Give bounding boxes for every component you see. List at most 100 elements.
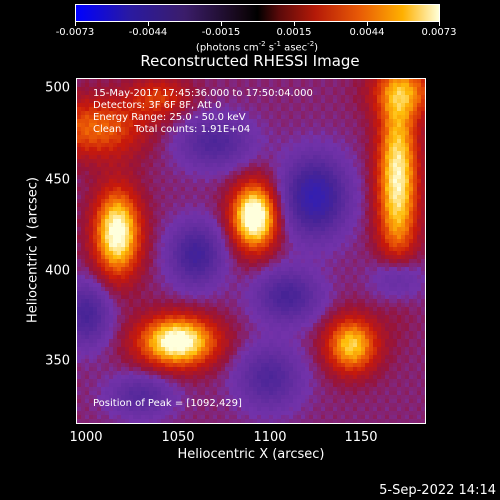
heatmap-cell (389, 183, 393, 187)
heatmap-cell (417, 107, 421, 111)
heatmap-cell (137, 151, 141, 155)
heatmap-cell (233, 123, 237, 127)
heatmap-cell (301, 123, 305, 127)
heatmap-cell (273, 155, 277, 159)
heatmap-cell (257, 283, 261, 287)
heatmap-cell (393, 223, 397, 227)
heatmap-cell (421, 99, 425, 103)
heatmap-cell (193, 199, 197, 203)
heatmap-cell (377, 179, 381, 183)
heatmap-cell (197, 183, 201, 187)
heatmap-cell (361, 87, 365, 91)
heatmap-cell (409, 187, 413, 191)
heatmap-cell (321, 191, 325, 195)
heatmap-cell (125, 159, 129, 163)
heatmap-cell (253, 291, 257, 295)
heatmap-cell (125, 155, 129, 159)
heatmap-cell (381, 159, 385, 163)
heatmap-cell (213, 103, 217, 107)
heatmap-cell (353, 239, 357, 243)
heatmap-cell (185, 303, 189, 307)
heatmap-cell (117, 255, 121, 259)
heatmap-cell (157, 207, 161, 211)
heatmap-cell (297, 155, 301, 159)
heatmap-cell (77, 167, 81, 171)
heatmap-cell (177, 139, 181, 143)
heatmap-cell (373, 219, 377, 223)
heatmap-cell (249, 211, 253, 215)
heatmap-cell (129, 155, 133, 159)
heatmap-cell (253, 127, 257, 131)
heatmap-cell (233, 163, 237, 167)
heatmap-cell (145, 95, 149, 99)
colorbar-tick (367, 22, 368, 26)
heatmap-cell (93, 235, 97, 239)
heatmap-cell (129, 307, 133, 311)
heatmap-cell (373, 195, 377, 199)
heatmap-cell (105, 203, 109, 207)
heatmap-cell (245, 143, 249, 147)
heatmap-cell (101, 275, 105, 279)
heatmap-cell (289, 283, 293, 287)
heatmap-cell (357, 151, 361, 155)
heatmap-cell (269, 103, 273, 107)
heatmap-cell (285, 259, 289, 263)
heatmap-cell (317, 159, 321, 163)
heatmap-cell (349, 99, 353, 103)
heatmap-cell (169, 171, 173, 175)
heatmap-cell (301, 179, 305, 183)
heatmap-cell (133, 295, 137, 299)
heatmap-cell (269, 91, 273, 95)
heatmap-cell (261, 207, 265, 211)
heatmap-cell (161, 279, 165, 283)
heatmap-cell (221, 235, 225, 239)
heatmap-cell (89, 171, 93, 175)
heatmap-cell (177, 83, 181, 87)
heatmap-cell (337, 131, 341, 135)
heatmap-cell (253, 275, 257, 279)
heatmap-cell (321, 187, 325, 191)
heatmap-cell (357, 171, 361, 175)
heatmap-cell (401, 271, 405, 275)
heatmap-cell (233, 135, 237, 139)
heatmap-cell (365, 143, 369, 147)
heatmap-cell (201, 195, 205, 199)
heatmap-cell (297, 247, 301, 251)
heatmap-cell (301, 215, 305, 219)
heatmap-cell (349, 291, 353, 295)
heatmap-cell (285, 139, 289, 143)
heatmap-cell (265, 239, 269, 243)
heatmap-cell (109, 247, 113, 251)
heatmap-cell (149, 151, 153, 155)
heatmap-cell (221, 295, 225, 299)
heatmap-cell (301, 231, 305, 235)
heatmap-cell (125, 147, 129, 151)
heatmap-cell (277, 103, 281, 107)
heatmap-cell (125, 175, 129, 179)
heatmap-cell (273, 291, 277, 295)
heatmap-cell (169, 271, 173, 275)
heatmap-cell (405, 155, 409, 159)
heatmap-cell (213, 267, 217, 271)
heatmap-cell (205, 271, 209, 275)
colorbar-tick-label: 0.0015 (276, 27, 312, 38)
heatmap-cell (153, 279, 157, 283)
heatmap-cell (213, 223, 217, 227)
heatmap-cell (369, 195, 373, 199)
heatmap-cell (333, 207, 337, 211)
heatmap-cell (349, 227, 353, 231)
heatmap-cell (81, 267, 85, 271)
heatmap-cell (197, 279, 201, 283)
heatmap-cell (393, 255, 397, 259)
heatmap-cell (345, 287, 349, 291)
heatmap-cell (113, 151, 117, 155)
heatmap-cell (233, 263, 237, 267)
heatmap-cell (225, 203, 229, 207)
heatmap-cell (173, 279, 177, 283)
heatmap-cell (349, 163, 353, 167)
heatmap-cell (393, 99, 397, 103)
heatmap-cell (117, 103, 121, 107)
heatmap-cell (349, 203, 353, 207)
heatmap-cell (345, 223, 349, 227)
heatmap-cell (193, 167, 197, 171)
